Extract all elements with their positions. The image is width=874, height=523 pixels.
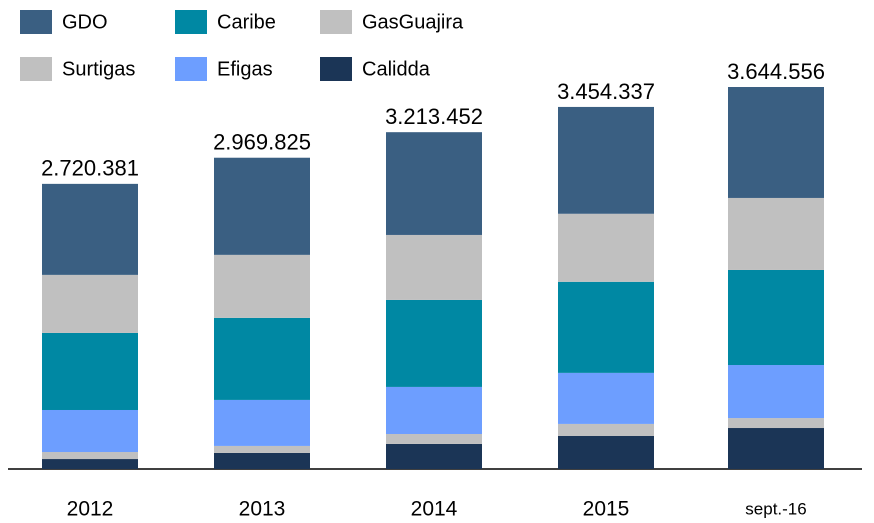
bar-segment — [214, 452, 310, 469]
total-label: 2.720.381 — [41, 156, 139, 181]
legend-swatch — [175, 57, 207, 81]
legend-label: Efigas — [217, 58, 273, 80]
bar-segment — [728, 365, 824, 419]
bar-segment — [42, 332, 138, 410]
bar-segment — [214, 399, 310, 446]
legend-label: Caribe — [217, 11, 276, 33]
bar-segment — [386, 433, 482, 444]
bar-segment — [558, 281, 654, 373]
bar-segment — [386, 386, 482, 434]
bar-segment — [386, 443, 482, 469]
legend-label: Calidda — [362, 58, 431, 80]
bar-segment — [558, 435, 654, 469]
bar-segment — [42, 409, 138, 453]
x-tick-label: 2015 — [583, 498, 630, 521]
legend-swatch — [175, 10, 207, 34]
x-tick-label: 2013 — [239, 498, 286, 521]
total-label: 2.969.825 — [213, 130, 311, 155]
bar-segment — [42, 459, 138, 469]
bar-segment — [728, 428, 824, 469]
bar-segment — [558, 213, 654, 282]
bar-segment — [386, 132, 482, 235]
bar-segment — [214, 317, 310, 400]
legend-swatch — [320, 57, 352, 81]
legend-swatch — [20, 10, 52, 34]
bar-segment — [214, 445, 310, 453]
bar-segment — [214, 157, 310, 255]
total-label: 3.213.452 — [385, 104, 483, 129]
bar-segment — [728, 269, 824, 366]
legend-swatch — [320, 10, 352, 34]
bar-segment — [728, 418, 824, 429]
bar-segment — [728, 87, 824, 198]
bar-segment — [214, 254, 310, 318]
bar-segment — [386, 234, 482, 300]
legend-label: Surtigas — [62, 58, 135, 80]
bar-segment — [558, 423, 654, 436]
x-tick-label: 2014 — [411, 498, 458, 521]
total-label: 3.454.337 — [557, 79, 655, 104]
bar-segment — [42, 274, 138, 333]
legend-swatch — [20, 57, 52, 81]
bar-segment — [386, 299, 482, 387]
total-label: 3.644.556 — [727, 59, 825, 84]
bar-segment — [42, 183, 138, 275]
bar-segment — [42, 452, 138, 460]
bar-segment — [558, 372, 654, 424]
bar-segment — [558, 106, 654, 214]
x-tick-label: sept.-16 — [745, 499, 806, 518]
bar-segment — [728, 197, 824, 270]
legend-label: GasGuajira — [362, 11, 464, 33]
x-tick-label: 2012 — [67, 498, 114, 521]
legend-label: GDO — [62, 11, 108, 33]
